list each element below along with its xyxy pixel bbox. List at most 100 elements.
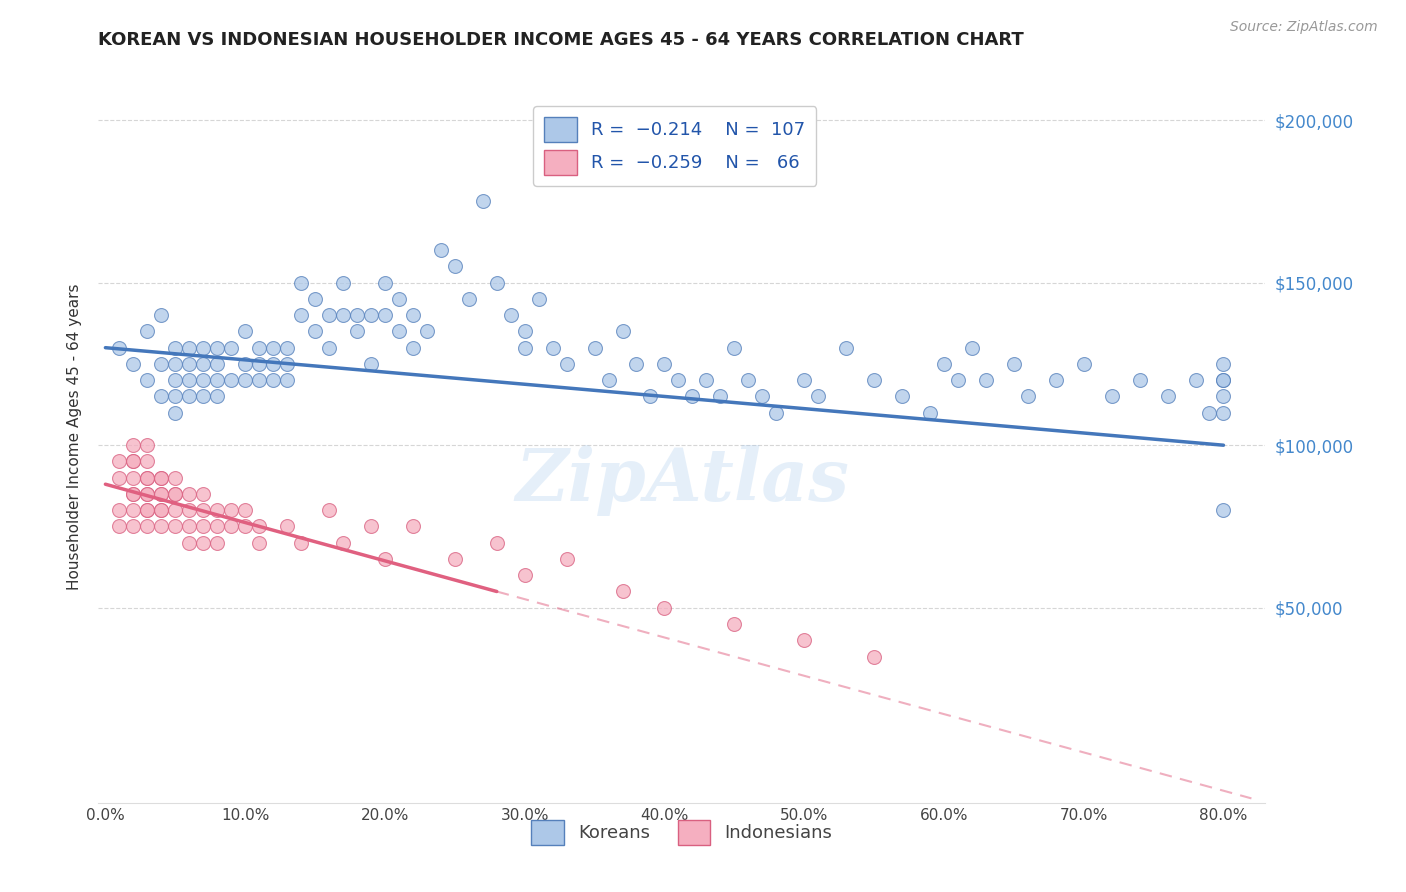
Point (179, 357, 201, 371)
Point (402, 308, 425, 322)
Point (179, 389, 201, 403)
Point (136, 503, 159, 517)
Text: Source: ZipAtlas.com: Source: ZipAtlas.com (1230, 20, 1378, 34)
Point (193, 519, 215, 533)
Point (179, 487, 201, 501)
Point (932, 357, 955, 371)
Point (108, 454, 131, 468)
Point (205, 389, 228, 403)
Point (247, 535, 270, 549)
Point (457, 292, 479, 306)
Point (1198, 406, 1220, 420)
Point (1212, 373, 1234, 387)
Point (304, 292, 326, 306)
Point (1156, 389, 1178, 403)
Point (233, 373, 256, 387)
Point (513, 325, 536, 339)
Point (1184, 373, 1206, 387)
Point (233, 519, 256, 533)
Point (346, 308, 368, 322)
Point (247, 341, 270, 355)
Point (122, 471, 145, 485)
Point (499, 308, 522, 322)
Point (193, 503, 215, 517)
Point (205, 341, 228, 355)
Point (793, 373, 815, 387)
Point (318, 341, 340, 355)
Point (555, 552, 578, 566)
Point (219, 503, 242, 517)
Point (136, 471, 159, 485)
Point (276, 519, 298, 533)
Point (136, 373, 159, 387)
Point (290, 535, 312, 549)
Point (946, 373, 969, 387)
Point (108, 519, 131, 533)
Point (136, 438, 159, 452)
Point (471, 194, 494, 209)
Point (219, 341, 242, 355)
Point (165, 519, 187, 533)
Point (1212, 373, 1234, 387)
Point (179, 341, 201, 355)
Point (193, 487, 215, 501)
Point (136, 519, 159, 533)
Point (150, 389, 173, 403)
Point (1212, 503, 1234, 517)
Text: ZipAtlas: ZipAtlas (515, 445, 849, 516)
Point (863, 649, 886, 664)
Point (276, 341, 298, 355)
Point (193, 357, 215, 371)
Point (793, 633, 815, 648)
Point (416, 325, 439, 339)
Point (136, 325, 159, 339)
Point (233, 357, 256, 371)
Point (751, 389, 773, 403)
Point (122, 487, 145, 501)
Point (737, 373, 759, 387)
Point (108, 471, 131, 485)
Point (219, 373, 242, 387)
Point (723, 341, 745, 355)
Point (555, 357, 578, 371)
Point (150, 503, 173, 517)
Point (150, 471, 173, 485)
Point (150, 357, 173, 371)
Point (1073, 357, 1095, 371)
Point (612, 584, 634, 599)
Point (1002, 357, 1025, 371)
Point (374, 552, 396, 566)
Point (233, 503, 256, 517)
Point (122, 357, 145, 371)
Point (108, 341, 131, 355)
Point (304, 325, 326, 339)
Point (150, 487, 173, 501)
Point (247, 357, 270, 371)
Point (165, 503, 187, 517)
Point (165, 487, 187, 501)
Point (598, 373, 620, 387)
Point (485, 535, 508, 549)
Point (723, 617, 745, 632)
Point (122, 503, 145, 517)
Point (891, 389, 914, 403)
Point (205, 519, 228, 533)
Point (346, 325, 368, 339)
Point (165, 471, 187, 485)
Point (179, 503, 201, 517)
Point (136, 487, 159, 501)
Point (136, 471, 159, 485)
Point (332, 535, 354, 549)
Point (654, 600, 676, 615)
Point (626, 357, 648, 371)
Point (247, 373, 270, 387)
Point (863, 373, 886, 387)
Point (262, 341, 284, 355)
Point (179, 519, 201, 533)
Point (122, 519, 145, 533)
Legend: Koreans, Indonesians: Koreans, Indonesians (524, 813, 839, 852)
Point (430, 243, 453, 257)
Point (681, 389, 703, 403)
Point (640, 389, 662, 403)
Point (150, 487, 173, 501)
